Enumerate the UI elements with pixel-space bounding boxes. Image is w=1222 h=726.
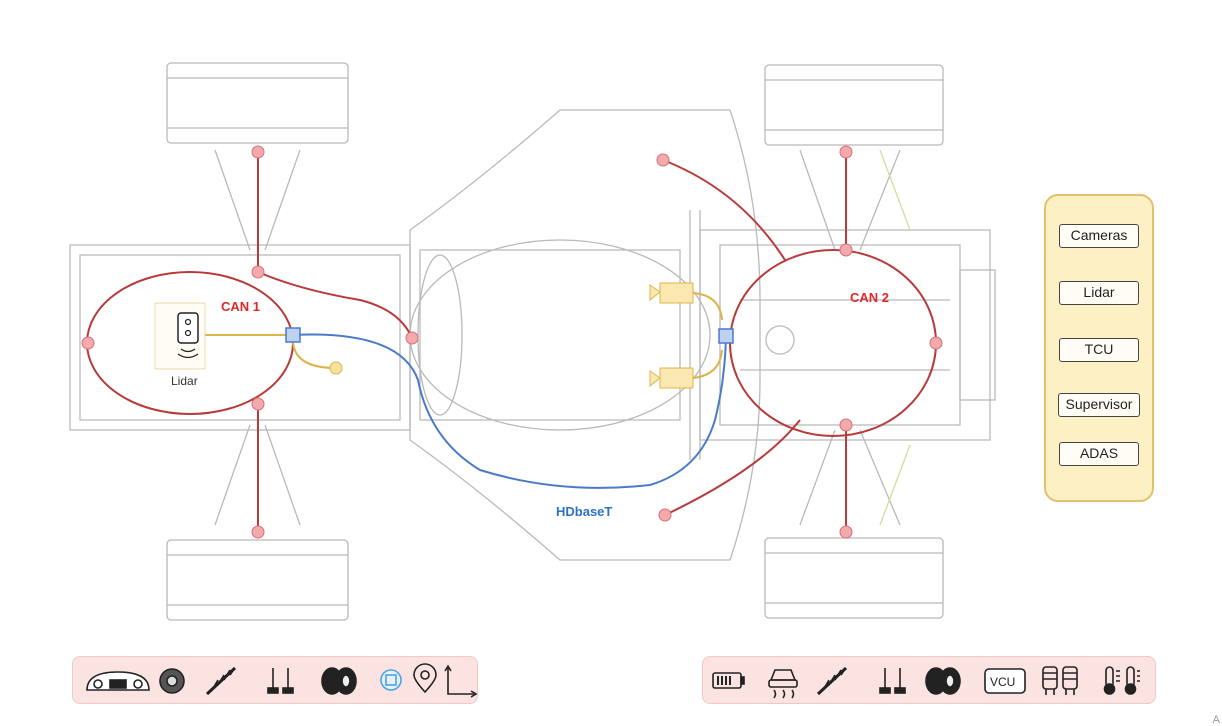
- node[interactable]: [251, 265, 265, 279]
- left-bar-icons: [86, 663, 478, 698]
- lidar-node[interactable]: [329, 361, 343, 375]
- axis-icon[interactable]: [444, 664, 478, 698]
- node[interactable]: [839, 525, 853, 539]
- node[interactable]: [405, 331, 419, 345]
- node[interactable]: [658, 508, 672, 522]
- node[interactable]: [839, 418, 853, 432]
- legend-item-lidar[interactable]: Lidar: [1059, 281, 1139, 305]
- can1-label: CAN 1: [221, 299, 260, 314]
- node[interactable]: [81, 336, 95, 350]
- camera-bottom[interactable]: [649, 367, 694, 389]
- legend-box: Cameras Lidar TCU Supervisor ADAS: [1044, 194, 1154, 502]
- node[interactable]: [929, 336, 943, 350]
- battery-icon[interactable]: [712, 672, 745, 689]
- node[interactable]: [656, 153, 670, 167]
- gps-pin-icon[interactable]: [413, 663, 437, 694]
- suspension-spring-icon[interactable]: [816, 666, 848, 696]
- node[interactable]: [839, 145, 853, 159]
- node[interactable]: [839, 243, 853, 257]
- chassis-outline: [69, 62, 996, 621]
- legend-item-tcu[interactable]: TCU: [1059, 338, 1139, 362]
- hdbaset-cable: [292, 333, 727, 489]
- rear-left-wheel: [764, 64, 944, 146]
- brake-caliper-icon[interactable]: [1042, 666, 1078, 695]
- vcu-icon[interactable]: VCU: [984, 668, 1026, 694]
- vcu-label: VCU: [990, 675, 1015, 689]
- car-traction-icon[interactable]: [768, 669, 798, 699]
- chip-icon[interactable]: [380, 669, 402, 691]
- hdbaset-label: HDbaseT: [556, 504, 612, 519]
- lidar-label: Lidar: [171, 374, 198, 388]
- node[interactable]: [251, 525, 265, 539]
- camera-top[interactable]: [649, 282, 694, 304]
- corner-mark: A: [1212, 714, 1220, 726]
- front-right-wheel: [166, 539, 349, 621]
- can1-bus: [86, 152, 413, 532]
- pedals-icon[interactable]: [267, 668, 294, 694]
- network-switch-front[interactable]: [285, 327, 301, 343]
- tires-icon[interactable]: [321, 667, 357, 695]
- node[interactable]: [251, 397, 265, 411]
- legend-item-supervisor[interactable]: Supervisor: [1058, 393, 1140, 417]
- thermometer-icon[interactable]: [1103, 666, 1141, 695]
- network-switch-rear[interactable]: [718, 328, 734, 344]
- right-bar-icons: VCU: [712, 666, 1141, 699]
- legend-item-cameras[interactable]: Cameras: [1059, 224, 1139, 248]
- bus-nodes: [81, 145, 943, 539]
- steering-wheel-icon[interactable]: [159, 668, 185, 694]
- can2-bus: [662, 152, 937, 532]
- can2-label: CAN 2: [850, 290, 889, 305]
- suspension-spring-icon[interactable]: [205, 666, 237, 696]
- legend-item-adas[interactable]: ADAS: [1059, 442, 1139, 466]
- pedals-icon[interactable]: [879, 668, 906, 694]
- dashboard-icon[interactable]: [86, 671, 150, 691]
- front-left-wheel: [166, 62, 349, 144]
- tires-icon[interactable]: [925, 667, 961, 695]
- lidar-sensor[interactable]: [154, 302, 206, 370]
- can2-loop: [729, 249, 937, 437]
- lidar-wiring: [205, 292, 723, 379]
- node[interactable]: [251, 145, 265, 159]
- rear-right-wheel: [764, 537, 944, 619]
